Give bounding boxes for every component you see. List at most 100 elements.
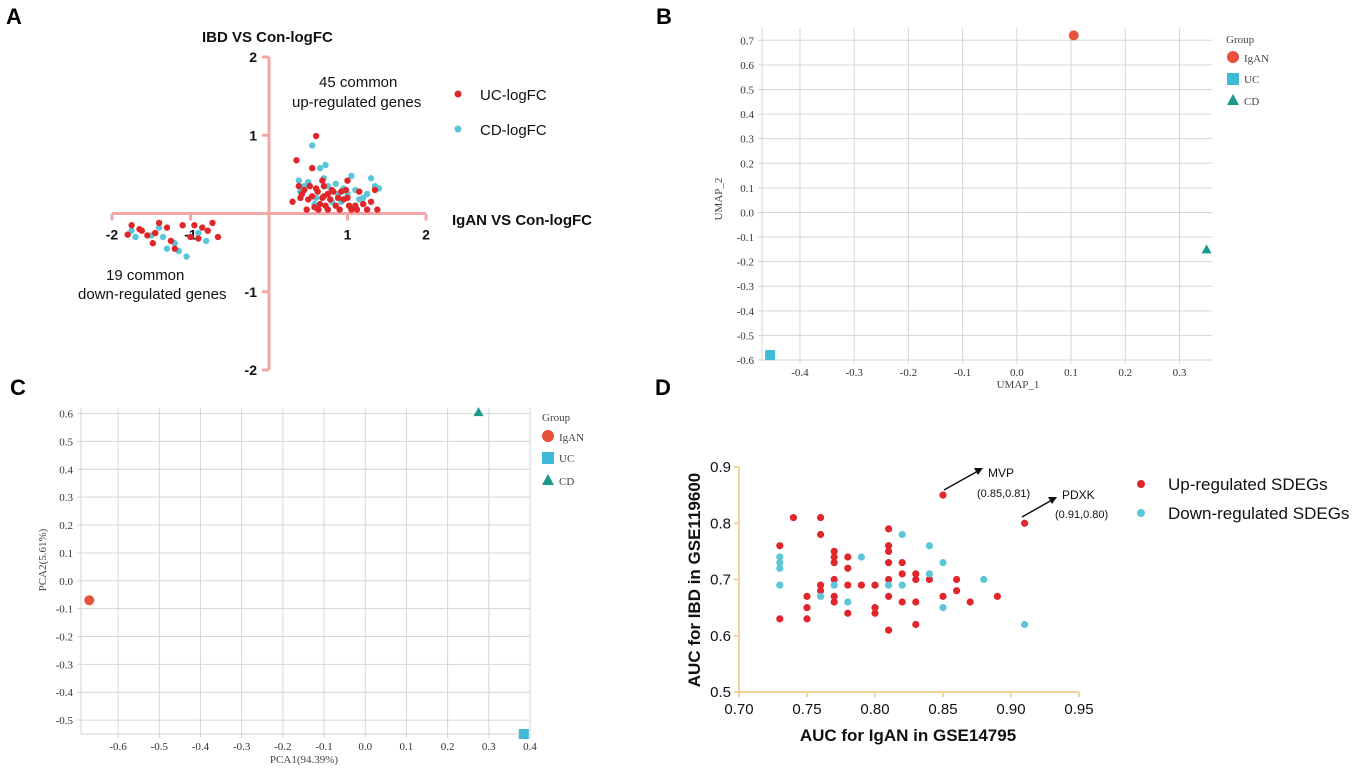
y-tick-label: 0.3 [740, 134, 754, 146]
uc-logfc-point [167, 237, 175, 245]
down-regulated-sdegs-point [776, 559, 784, 567]
uc-logfc-point [155, 219, 163, 227]
up-regulated-sdegs-point [844, 553, 852, 561]
mvp-coords: (0.85,0.81) [977, 488, 1030, 500]
cd-logfc-point [132, 233, 139, 241]
panel-a-axes [110, 55, 428, 372]
up-regulated-sdegs-point [898, 570, 906, 578]
panel-b-ylabel: UMAP_2 [713, 178, 725, 221]
cd-logfc-point [308, 142, 316, 149]
x-tick-label: -0.3 [845, 367, 863, 379]
up-regulated-sdegs-point [817, 587, 825, 595]
panel-a-annotation-down-2: down-regulated genes [78, 286, 226, 303]
uc-logfc-point [124, 231, 131, 238]
x-tick-label: 0.80 [860, 701, 889, 718]
uc-logfc-point [344, 194, 351, 202]
y-tick-label: 0.9 [710, 459, 731, 476]
x-tick-label: 0.85 [928, 701, 957, 718]
up-regulated-sdegs-point [817, 530, 825, 539]
y-tick-label: 0.0 [740, 207, 754, 219]
up-regulated-sdegs-point [830, 575, 838, 584]
y-tick-label: 2 [249, 49, 257, 65]
uc-logfc-point [356, 188, 363, 195]
legend-label-uc: UC [559, 453, 574, 465]
up-regulated-sdegs-point [912, 620, 920, 629]
panel-c-grid [77, 408, 531, 738]
cd-logfc-point [332, 180, 339, 187]
cd-logfc-point [367, 175, 375, 182]
panel-d-points [776, 491, 1029, 634]
legend-marker-uc [454, 90, 462, 98]
cd-logfc-point [155, 224, 163, 231]
y-tick-label: -0.6 [737, 355, 755, 367]
legend-marker-up [1137, 480, 1145, 488]
uc-logfc-point [319, 177, 326, 184]
panel-a-volcano-quadrant: -2-11221-1-2 IBD VS Con-logFC IgAN VS Co… [78, 29, 592, 378]
cd-logfc-point [203, 237, 210, 245]
panel-a-annotation-down-1: 19 common [106, 267, 184, 284]
up-regulated-sdegs-point [857, 581, 866, 589]
pdxk-arrow-head [1048, 497, 1057, 504]
panel-c-points [84, 407, 529, 739]
panel-c-legend: Group IgAN UC CD [542, 412, 584, 488]
y-tick-label: -1 [245, 284, 258, 300]
down-regulated-sdegs-point [857, 553, 866, 561]
pdxk-arrow-line [1021, 499, 1053, 518]
panel-letter-d: D [655, 375, 671, 400]
uc-logfc-point [204, 227, 211, 234]
up-regulated-sdegs-point [803, 592, 811, 600]
panel-a-legend: UC-logFC CD-logFC [454, 87, 547, 139]
x-tick-label: -0.1 [315, 741, 332, 753]
uc-logfc-point [316, 200, 324, 208]
x-tick-label: 0.2 [1118, 367, 1132, 379]
up-regulated-sdegs-point [912, 570, 920, 578]
uc-logfc-point [151, 229, 159, 237]
x-tick-label: -0.1 [954, 367, 971, 379]
up-regulated-sdegs-point [939, 491, 947, 499]
panel-c-ylabel: PCA2(5.61%) [37, 528, 49, 591]
y-tick-label: -0.2 [56, 631, 73, 643]
uc-logfc-point [324, 206, 332, 213]
down-regulated-sdegs-point [817, 592, 825, 600]
cd-logfc-point [128, 227, 135, 234]
uc-logfc-point [301, 186, 308, 194]
y-tick-label: -0.4 [56, 687, 74, 699]
x-tick-label: 0.1 [1064, 367, 1078, 379]
x-tick-label: 0.0 [1010, 367, 1024, 379]
up-regulated-sdegs-point [898, 598, 906, 606]
up-regulated-sdegs-point [898, 559, 906, 567]
x-tick-label: -0.4 [791, 367, 809, 379]
up-regulated-sdegs-point [993, 592, 1002, 600]
cd-point [1201, 244, 1212, 254]
uc-logfc-point [187, 233, 194, 241]
panel-b-umap: -0.4 -0.3 -0.2 -0.1 0.0 0.1 0.2 0.3 0.7 0.6 0.5 0.4… [713, 28, 1269, 391]
uc-logfc-point [209, 219, 216, 227]
legend-marker-down [1137, 509, 1145, 517]
x-tick-label: 0.90 [996, 701, 1025, 718]
up-regulated-sdegs-point [871, 581, 879, 589]
down-regulated-sdegs-point [776, 564, 784, 572]
up-regulated-sdegs-point [966, 598, 974, 606]
panel-a-ylabel: IBD VS Con-logFC [202, 29, 333, 46]
y-tick-label: -0.1 [56, 604, 73, 616]
uc-logfc-point [128, 222, 135, 229]
legend-label-up: Up-regulated SDEGs [1168, 475, 1328, 494]
legend-marker-cd [1227, 94, 1239, 105]
y-tick-label: 0.1 [740, 183, 754, 195]
panel-d-auc-scatter: 0.70 0.75 0.80 0.85 0.90 0.950.90.80.70.60.5 … [685, 459, 1349, 745]
uc-logfc-point [330, 188, 337, 195]
cd-logfc-point [295, 177, 303, 184]
legend-marker-igan [542, 430, 554, 442]
x-tick-label: 0.75 [792, 701, 821, 718]
legend-label-uc: UC [1244, 74, 1259, 86]
y-tick-label: 1 [249, 127, 257, 143]
x-tick-label: -0.3 [233, 741, 251, 753]
panel-letter-c: C [10, 375, 26, 400]
up-regulated-sdegs-point [939, 592, 947, 600]
up-regulated-sdegs-point [817, 514, 825, 522]
up-regulated-sdegs-point [789, 514, 798, 522]
uc-logfc-point [367, 198, 375, 205]
down-regulated-sdegs-point [939, 559, 947, 567]
panel-d-xlabel: AUC for IgAN in GSE14795 [800, 726, 1016, 745]
up-regulated-sdegs-point [776, 542, 784, 550]
